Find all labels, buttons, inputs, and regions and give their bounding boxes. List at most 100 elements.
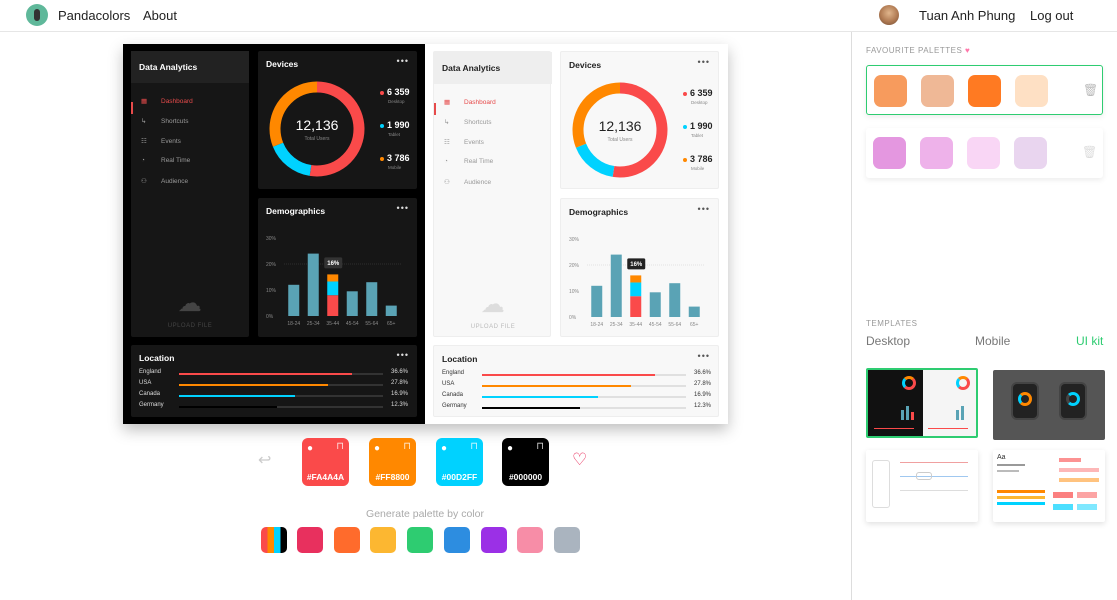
- mock-menu-item[interactable]: ⚇ Audience: [444, 178, 491, 186]
- color-swatch[interactable]: [370, 527, 397, 553]
- swatch-hex: #00D2FF: [441, 472, 478, 482]
- drop-icon[interactable]: ●: [507, 443, 514, 454]
- color-swatch[interactable]: [517, 527, 544, 553]
- favourite-swatch[interactable]: [968, 75, 1001, 107]
- about-link[interactable]: About: [143, 8, 177, 23]
- more-icon[interactable]: •••: [396, 56, 409, 66]
- trash-icon[interactable]: 🗑: [1082, 145, 1098, 159]
- favourite-palette[interactable]: 🗑: [866, 65, 1103, 115]
- upload-label: UPLOAD FILE: [167, 323, 213, 329]
- palette-swatch[interactable]: ● ⊓ #00D2FF: [436, 438, 483, 486]
- color-swatch[interactable]: [407, 527, 434, 553]
- mock-menu-item[interactable]: ▦ Dashboard: [141, 97, 193, 105]
- multicolor-swatch[interactable]: [261, 527, 287, 553]
- devices-panel: Devices ••• 12,136 Total Users 6 359 Desktop 1…: [258, 51, 417, 189]
- mock-menu-item[interactable]: ▦ Dashboard: [444, 98, 496, 106]
- upload-cloud-icon[interactable]: ☁: [177, 290, 203, 317]
- logout-link[interactable]: Log out: [1030, 8, 1074, 23]
- more-icon[interactable]: •••: [396, 203, 409, 213]
- trash-icon[interactable]: 🗑: [1083, 83, 1099, 97]
- mock-menu-item[interactable]: ◔ Real Time: [141, 157, 190, 164]
- template-wireframe[interactable]: [866, 450, 978, 522]
- heart-icon[interactable]: ♡: [572, 450, 588, 469]
- favourite-swatch[interactable]: [1015, 75, 1048, 107]
- more-icon[interactable]: •••: [697, 57, 710, 67]
- location-bar-track: [482, 407, 686, 409]
- palette-swatch[interactable]: ● ⊓ #000000: [502, 438, 549, 486]
- favourite-swatch[interactable]: [873, 137, 906, 169]
- bar-segment[interactable]: [630, 296, 642, 317]
- x-tick-label: 65+: [387, 321, 396, 327]
- bar[interactable]: [307, 253, 319, 316]
- location-bar-track: [179, 373, 383, 375]
- bar[interactable]: [669, 283, 681, 317]
- brand-link[interactable]: Pandacolors: [58, 8, 131, 23]
- user-name[interactable]: Tuan Anh Phung: [919, 8, 1016, 23]
- mock-menu-item[interactable]: ☷ Events: [444, 138, 484, 146]
- location-bar-fill: [482, 374, 656, 376]
- palette-swatch[interactable]: ● ⊓ #FA4A4A: [302, 438, 349, 486]
- drop-icon[interactable]: ●: [307, 443, 314, 454]
- lock-icon[interactable]: ⊓: [536, 441, 544, 452]
- panda-logo-icon[interactable]: [26, 4, 48, 26]
- bar[interactable]: [649, 292, 661, 317]
- bar-segment[interactable]: [327, 281, 339, 296]
- color-swatch[interactable]: [443, 527, 470, 553]
- undo-icon[interactable]: ↩: [258, 452, 272, 469]
- template-watch[interactable]: [993, 370, 1105, 440]
- template-dashboard[interactable]: [866, 368, 978, 438]
- bar-segment[interactable]: [327, 295, 339, 316]
- avatar[interactable]: [879, 5, 899, 25]
- tab-ui-kit[interactable]: UI kit: [1076, 334, 1104, 348]
- mock-menu-item[interactable]: ☷ Events: [141, 137, 181, 145]
- mock-menu-item[interactable]: ↳ Shortcuts: [444, 118, 491, 126]
- top-nav: Pandacolors About Tuan Anh Phung Log out: [0, 0, 1117, 32]
- mock-menu-item[interactable]: ↳ Shortcuts: [141, 117, 188, 125]
- location-name: USA: [442, 381, 455, 387]
- drop-icon[interactable]: ●: [374, 443, 381, 454]
- favourite-swatch[interactable]: [967, 137, 1000, 169]
- color-swatch[interactable]: [297, 527, 323, 553]
- menu-label: Events: [161, 138, 181, 145]
- favourite-swatch[interactable]: [921, 75, 954, 107]
- bar[interactable]: [688, 306, 700, 317]
- generate-label: Generate palette by color: [366, 508, 484, 520]
- y-tick-label: 10%: [569, 289, 580, 295]
- upload-cloud-icon[interactable]: ☁: [480, 291, 506, 318]
- x-tick-label: 25-34: [307, 321, 320, 327]
- bar[interactable]: [591, 285, 603, 317]
- favourite-swatch[interactable]: [920, 137, 953, 169]
- bar[interactable]: [366, 282, 378, 316]
- template-ui-kit[interactable]: Aa: [993, 450, 1105, 522]
- favourite-palette[interactable]: 🗑: [866, 128, 1103, 178]
- menu-icon: ▦: [444, 99, 451, 106]
- more-icon[interactable]: •••: [697, 351, 710, 361]
- bar-segment[interactable]: [630, 282, 642, 297]
- bar[interactable]: [610, 254, 622, 317]
- bar-segment[interactable]: [327, 274, 339, 282]
- color-swatch[interactable]: [480, 527, 507, 553]
- favourite-swatch[interactable]: [874, 75, 907, 107]
- drop-icon[interactable]: ●: [441, 443, 448, 454]
- tab-desktop[interactable]: Desktop: [866, 334, 911, 348]
- mock-menu-item[interactable]: ◔ Real Time: [444, 158, 493, 165]
- favourite-swatch[interactable]: [1014, 137, 1047, 169]
- palette-swatch[interactable]: ● ⊓ #FF8800: [369, 438, 416, 486]
- bar[interactable]: [385, 305, 397, 316]
- demographics-panel: Demographics ••• 30% 20% 10% 0% 18-24 25-34 16% 3…: [560, 198, 719, 337]
- color-swatch[interactable]: [553, 527, 580, 553]
- mock-menu-item[interactable]: ⚇ Audience: [141, 177, 188, 185]
- color-swatch[interactable]: [333, 527, 360, 553]
- more-icon[interactable]: •••: [396, 350, 409, 360]
- more-icon[interactable]: •••: [697, 204, 710, 214]
- menu-icon: ▦: [141, 98, 148, 105]
- bar[interactable]: [288, 284, 300, 316]
- bar-segment[interactable]: [630, 275, 642, 283]
- tab-mobile[interactable]: Mobile: [975, 334, 1011, 348]
- lock-icon[interactable]: ⊓: [403, 441, 411, 452]
- location-panel: Location ••• England 36.6% USA 27.8% Canada 16.…: [433, 345, 719, 417]
- location-bar-track: [179, 395, 383, 397]
- lock-icon[interactable]: ⊓: [336, 441, 344, 452]
- bar[interactable]: [346, 291, 358, 316]
- lock-icon[interactable]: ⊓: [470, 441, 478, 452]
